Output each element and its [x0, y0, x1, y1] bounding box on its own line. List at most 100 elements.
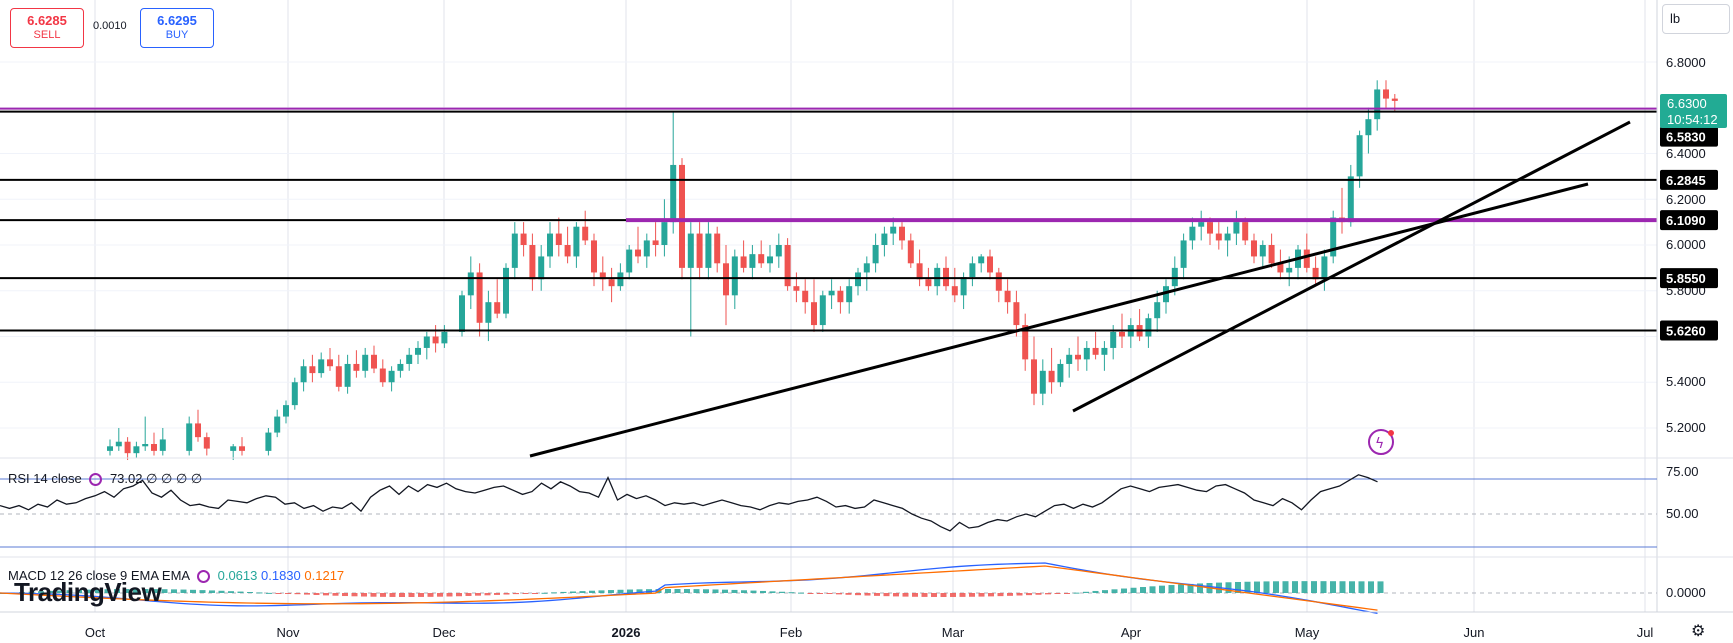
macd-legend[interactable]: MACD 12 26 close 9 EMA EMA 0.0613 0.1830… — [8, 568, 344, 583]
macd-histogram-bar — [152, 589, 158, 593]
macd-histogram-bar — [978, 593, 985, 597]
candle-body — [846, 286, 853, 303]
macd-histogram-bar — [845, 593, 852, 595]
macd-histogram-bar — [836, 593, 842, 595]
indicator-settings-icon[interactable] — [89, 473, 103, 486]
price-tick-label: 6.2000 — [1666, 192, 1706, 207]
macd-histogram-bar — [1254, 581, 1260, 593]
candle-body — [1180, 240, 1187, 268]
macd-histogram-bar — [1054, 593, 1061, 594]
indicator-settings-icon[interactable] — [196, 570, 210, 583]
candle-body — [564, 245, 571, 257]
macd-legend-v2: 0.1830 — [261, 568, 301, 583]
buy-label: BUY — [165, 29, 189, 41]
candle-body — [1057, 363, 1064, 383]
macd-histogram-bar — [1045, 593, 1051, 595]
macd-histogram-bar — [1016, 593, 1023, 596]
candle-body — [705, 233, 712, 268]
candle-body — [432, 336, 439, 344]
macd-histogram-bar — [76, 589, 82, 593]
candle-body — [643, 240, 650, 257]
macd-histogram-bar — [1301, 581, 1308, 593]
macd-histogram-bar — [123, 589, 130, 593]
unit-selector[interactable]: lb — [1662, 4, 1730, 34]
macd-histogram-bar — [1349, 581, 1355, 593]
time-tick-label: Feb — [780, 625, 802, 640]
macd-histogram-bar — [370, 593, 377, 597]
candle-body — [907, 240, 914, 264]
candle-body — [626, 249, 633, 273]
candle-body — [916, 263, 923, 280]
time-tick-label: Dec — [432, 625, 456, 640]
macd-histogram-bar — [209, 590, 215, 593]
macd-histogram-bar — [693, 589, 700, 593]
candle-body — [1277, 263, 1284, 273]
candle-body — [987, 256, 993, 273]
candle-body — [1259, 245, 1266, 257]
macd-histogram-bar — [19, 592, 25, 594]
candle-body — [459, 295, 465, 332]
sell-price: 6.6285 — [27, 13, 67, 28]
macd-histogram-bar — [28, 591, 35, 593]
macd-histogram-bar — [1168, 585, 1175, 593]
macd-histogram-bar — [142, 589, 149, 593]
candle-body — [670, 164, 677, 223]
candle-body — [142, 444, 149, 447]
macd-histogram-bar — [893, 593, 899, 597]
lightning-icon — [1368, 429, 1394, 455]
candle-body — [1374, 89, 1381, 120]
macd-histogram-bar — [1178, 584, 1184, 593]
macd-histogram-bar — [817, 593, 823, 594]
macd-histogram-bar — [950, 593, 956, 597]
candle-body — [476, 272, 483, 323]
macd-histogram-bar — [798, 592, 804, 594]
candle-body — [555, 233, 562, 245]
level-label: 6.5830 — [1666, 130, 1706, 145]
macd-histogram-bar — [902, 593, 909, 597]
level-label: 5.6260 — [1666, 324, 1706, 339]
macd-histogram-bar — [684, 589, 690, 593]
macd-histogram-bar — [1225, 582, 1232, 593]
level-label-box — [1660, 210, 1718, 231]
macd-histogram-bar — [199, 590, 206, 593]
macd-histogram-bar — [513, 593, 519, 595]
unit-label: lb — [1670, 11, 1681, 26]
candle-body — [151, 444, 157, 451]
candle-body — [362, 354, 369, 371]
level-label: 5.8550 — [1666, 271, 1706, 286]
macd-histogram-bar — [446, 593, 453, 597]
macd-histogram-bar — [1083, 591, 1089, 593]
macd-histogram-bar — [1273, 581, 1279, 593]
candle-body — [767, 256, 773, 264]
gear-icon[interactable]: ⚙ — [1691, 623, 1706, 640]
macd-histogram-bar — [1140, 587, 1146, 593]
candle-body — [1224, 233, 1231, 241]
macd-histogram-bar — [228, 591, 234, 593]
level-label-box — [1660, 126, 1718, 147]
macd-histogram-bar — [589, 590, 595, 593]
macd-histogram-bar — [826, 593, 833, 594]
candle-body — [318, 359, 325, 374]
buy-button[interactable]: 6.6295 BUY — [140, 8, 214, 48]
candle-body — [1022, 325, 1029, 360]
macd-histogram-bar — [1121, 588, 1127, 593]
macd-histogram-bar — [294, 593, 301, 595]
rsi-legend[interactable]: RSI 14 close 73.02 ∅ ∅ ∅ ∅ — [8, 471, 202, 487]
time-tick-label: Mar — [942, 625, 965, 640]
macd-histogram-bar — [1092, 590, 1099, 593]
macd-histogram-bar — [1007, 593, 1013, 596]
macd-histogram-bar — [988, 593, 994, 597]
macd-tick-label: 0.0000 — [1666, 585, 1706, 600]
sell-button[interactable]: 6.6285 SELL — [10, 8, 84, 48]
macd-histogram-bar — [1026, 593, 1032, 596]
rsi-legend-extra: ∅ ∅ ∅ ∅ — [146, 471, 203, 486]
macd-histogram-bar — [351, 593, 358, 597]
notification-dot — [1388, 430, 1394, 436]
time-tick-label: May — [1295, 625, 1320, 640]
macd-histogram-bar — [1377, 581, 1384, 593]
macd-histogram-bar — [47, 590, 54, 593]
rsi-tick-label: 75.00 — [1666, 464, 1699, 479]
candle-body — [344, 363, 351, 387]
macd-histogram-bar — [38, 591, 44, 593]
